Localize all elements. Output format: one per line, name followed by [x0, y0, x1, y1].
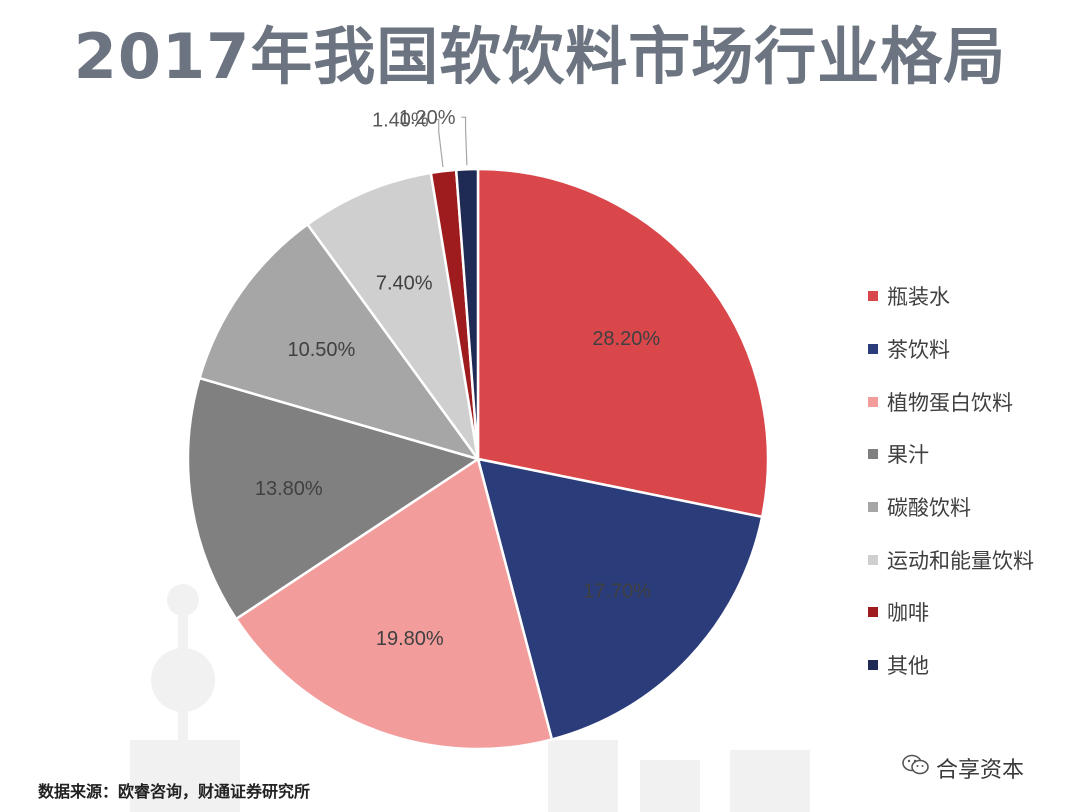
data-label-5: 10.50%: [287, 339, 355, 361]
source-note: 数据来源：欧睿咨询，财通证券研究所: [38, 782, 311, 801]
pie-slices: [186, 167, 770, 751]
data-label-3: 19.80%: [376, 628, 444, 650]
legend-item-7: 咖啡: [868, 586, 1034, 639]
data-label-6: 7.40%: [376, 272, 433, 294]
data-label-7: 1.40%: [372, 109, 429, 131]
legend-item-2: 茶饮料: [868, 323, 1034, 376]
legend-label: 碳酸饮料: [887, 496, 971, 521]
legend-item-1: 瓶装水: [868, 270, 1034, 323]
legend-label: 果汁: [887, 443, 929, 468]
legend-item-4: 果汁: [868, 428, 1034, 481]
legend-label: 茶饮料: [887, 338, 950, 363]
watermark: 合享资本: [902, 752, 1024, 784]
legend-swatch: [868, 660, 878, 671]
legend-swatch: [868, 449, 878, 460]
watermark-text: 合享资本: [936, 758, 1025, 783]
legend-item-6: 运动和能量饮料: [868, 533, 1034, 586]
pie-slice-6: [305, 171, 480, 460]
wechat-icon: [902, 754, 930, 782]
data-label-2: 17.70%: [583, 580, 651, 602]
legend-label: 其他: [887, 654, 929, 679]
leader-lines: [434, 116, 468, 168]
data-label-1: 28.20%: [592, 328, 660, 350]
pie-slice-5: [197, 222, 482, 462]
legend-item-5: 碳酸饮料: [868, 481, 1034, 534]
background-skyline: [130, 584, 810, 812]
legend-swatch: [868, 554, 878, 565]
leader-line-7: [434, 118, 444, 168]
legend: 瓶装水茶饮料植物蛋白饮料 果汁碳酸饮料运动和能量饮料 咖啡其他: [868, 270, 1034, 692]
pie-data-labels: 28.20% 17.70% 19.80% 13.80% 10.50% 7.40% 1.40%…: [255, 107, 661, 650]
legend-item-3: 植物蛋白饮料: [868, 375, 1034, 428]
data-label-8: 1.20%: [399, 107, 456, 129]
pie-slice-2: [476, 457, 764, 741]
legend-item-8: 其他: [868, 639, 1034, 692]
legend-swatch: [868, 396, 878, 407]
leader-line-8: [461, 116, 468, 166]
legend-swatch: [868, 291, 878, 302]
pie-slice-1: [476, 167, 770, 519]
chart-title: 2017年我国软饮料市场行业格局: [73, 20, 1007, 93]
legend-swatch: [868, 502, 878, 513]
data-label-4: 13.80%: [255, 478, 323, 500]
pie-slice-8: [454, 167, 480, 460]
legend-label: 瓶装水: [887, 285, 950, 310]
legend-label: 咖啡: [887, 601, 929, 626]
legend-label: 植物蛋白饮料: [887, 390, 1013, 415]
legend-swatch: [868, 344, 878, 355]
legend-label: 运动和能量饮料: [887, 548, 1034, 573]
pie-slice-3: [234, 456, 554, 751]
legend-swatch: [868, 607, 878, 618]
